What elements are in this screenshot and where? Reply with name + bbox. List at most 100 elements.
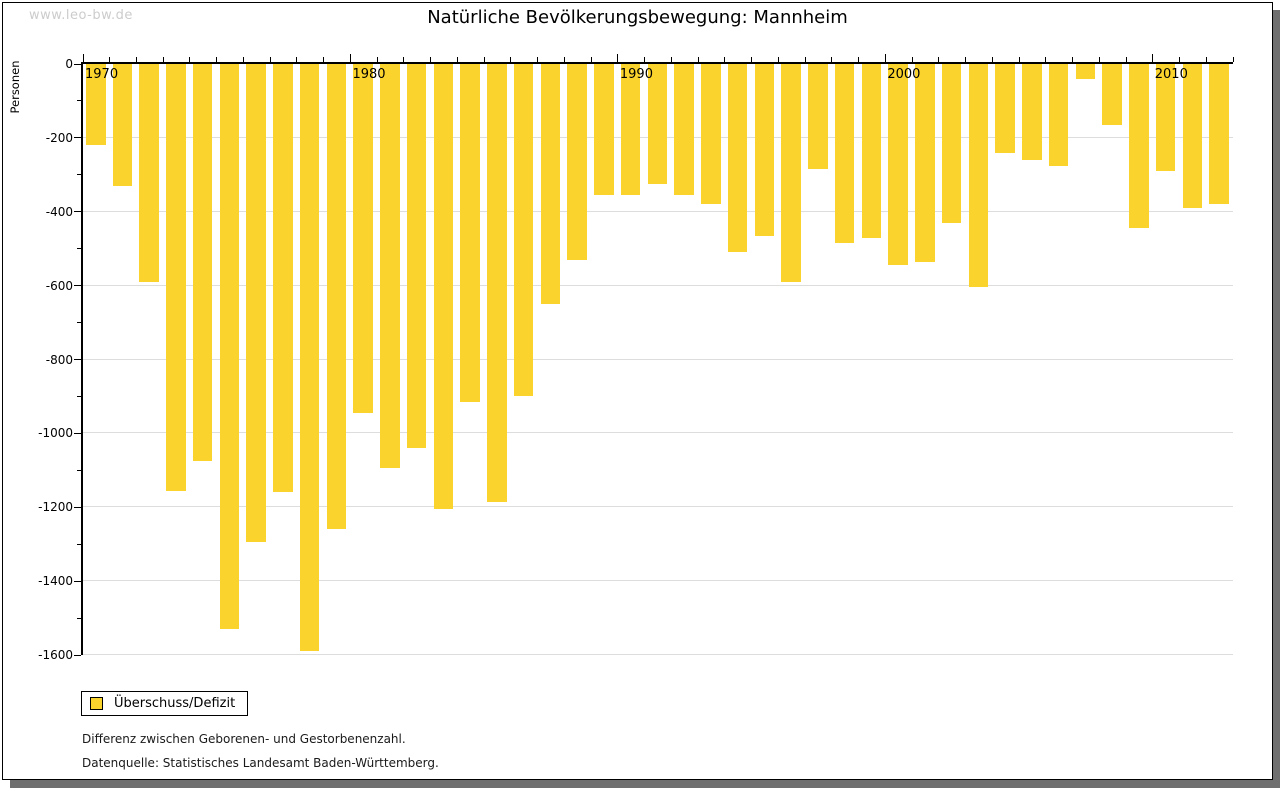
x-axis-label-2010: 2010 <box>1154 67 1188 82</box>
bar-1975 <box>219 64 240 630</box>
gridline-minus-1400 <box>83 580 1233 582</box>
bar-1976 <box>246 64 266 543</box>
bar-2008 <box>1102 64 1122 125</box>
x-tick-2003 <box>965 57 967 62</box>
bar-2010 <box>1155 64 1176 172</box>
y-minor-tick <box>77 100 81 102</box>
x-tick-1981 <box>376 57 378 62</box>
x-tick-1972 <box>135 57 137 62</box>
x-tick-2007 <box>1072 57 1074 62</box>
x-tick-1998 <box>831 57 833 62</box>
bar-2001 <box>915 64 935 262</box>
bar-2006 <box>1048 64 1069 166</box>
y-major-tick <box>74 137 81 139</box>
y-minor-tick <box>77 248 81 250</box>
x-axis-label-1990: 1990 <box>619 67 653 82</box>
x-tick-1999 <box>858 57 860 62</box>
y-major-tick <box>74 211 81 213</box>
bar-1980 <box>353 64 373 414</box>
bar-2007 <box>1075 64 1096 79</box>
x-tick-1982 <box>403 57 405 62</box>
x-tick-2010 <box>1152 54 1154 62</box>
x-tick-1985 <box>483 57 485 62</box>
x-tick-2009 <box>1125 57 1127 62</box>
bar-2009 <box>1129 64 1149 229</box>
y-tick-label: -600 <box>45 278 73 293</box>
bar-1988 <box>567 64 587 260</box>
bar-1978 <box>299 64 320 652</box>
bar-1995 <box>754 64 775 236</box>
y-tick-label: -400 <box>45 204 73 219</box>
x-tick-2013 <box>1232 57 1234 62</box>
bar-1992 <box>674 64 694 196</box>
bar-2003 <box>968 64 989 288</box>
gridline-minus-800 <box>83 358 1233 360</box>
bar-1997 <box>808 64 828 170</box>
bar-2005 <box>1022 64 1042 161</box>
y-major-tick <box>74 359 81 360</box>
y-major-tick <box>74 285 81 287</box>
x-tick-1971 <box>109 57 111 62</box>
x-tick-1978 <box>296 57 298 62</box>
bar-2000 <box>888 64 908 266</box>
y-tick-label: -1200 <box>38 500 73 515</box>
y-major-tick <box>74 654 81 656</box>
bar-1974 <box>192 64 213 462</box>
x-tick-1987 <box>537 57 539 62</box>
page-title: Natürliche Bevölkerungsbewegung: Mannhei… <box>427 7 848 28</box>
gridline-minus-400 <box>83 210 1233 212</box>
gridline-minus-1000 <box>83 432 1233 434</box>
bar-1989 <box>594 64 614 196</box>
x-tick-2001 <box>911 57 913 62</box>
x-tick-2005 <box>1018 57 1020 62</box>
x-tick-1986 <box>510 57 512 62</box>
bar-1990 <box>620 64 641 196</box>
x-tick-2012 <box>1205 57 1207 62</box>
bar-2012 <box>1209 64 1229 205</box>
y-tick-label: -1400 <box>38 574 73 589</box>
x-tick-1997 <box>804 57 806 62</box>
bar-1982 <box>406 64 427 449</box>
x-tick-1988 <box>563 57 565 62</box>
x-tick-2000 <box>884 54 886 62</box>
y-minor-tick <box>77 469 81 471</box>
bar-1993 <box>701 64 721 205</box>
bar-1999 <box>861 64 882 238</box>
bar-1973 <box>166 64 186 491</box>
bar-1985 <box>487 64 507 502</box>
x-tick-1973 <box>162 57 164 62</box>
x-tick-1974 <box>189 57 191 62</box>
x-axis-label-1970: 1970 <box>85 67 119 82</box>
x-tick-1980 <box>349 54 351 62</box>
bar-1987 <box>540 64 561 305</box>
y-tick-label: -1000 <box>38 426 73 441</box>
x-tick-2006 <box>1045 57 1047 62</box>
y-tick-label: 0 <box>65 57 73 71</box>
x-tick-2004 <box>991 57 993 62</box>
bar-1971 <box>112 64 133 186</box>
x-tick-1979 <box>323 57 325 62</box>
x-tick-1994 <box>724 57 726 62</box>
x-tick-1970 <box>82 54 84 62</box>
x-tick-1993 <box>697 57 699 62</box>
bar-1986 <box>513 64 534 397</box>
plot-area: 0 -200 -400 -600 -800 -1000 -1200 -1400 -1600 197… <box>38 54 1234 662</box>
bar-2002 <box>941 64 962 223</box>
bar-1970 <box>86 64 106 146</box>
y-tick-label: -800 <box>45 352 73 367</box>
x-tick-1989 <box>590 57 592 62</box>
y-tick-label: -1600 <box>38 648 73 662</box>
y-minor-tick <box>77 395 81 397</box>
y-major-tick <box>74 506 81 508</box>
x-tick-1983 <box>430 57 432 62</box>
bar-1996 <box>781 64 801 282</box>
x-tick-1996 <box>777 57 779 62</box>
gridline-minus-1600 <box>83 654 1233 655</box>
y-major-tick <box>74 63 81 65</box>
bar-1983 <box>433 64 454 510</box>
x-tick-1984 <box>456 57 458 62</box>
x-tick-1977 <box>269 57 271 62</box>
gridline-minus-1200 <box>83 506 1233 508</box>
bar-2004 <box>995 64 1015 153</box>
x-tick-1975 <box>216 57 218 62</box>
